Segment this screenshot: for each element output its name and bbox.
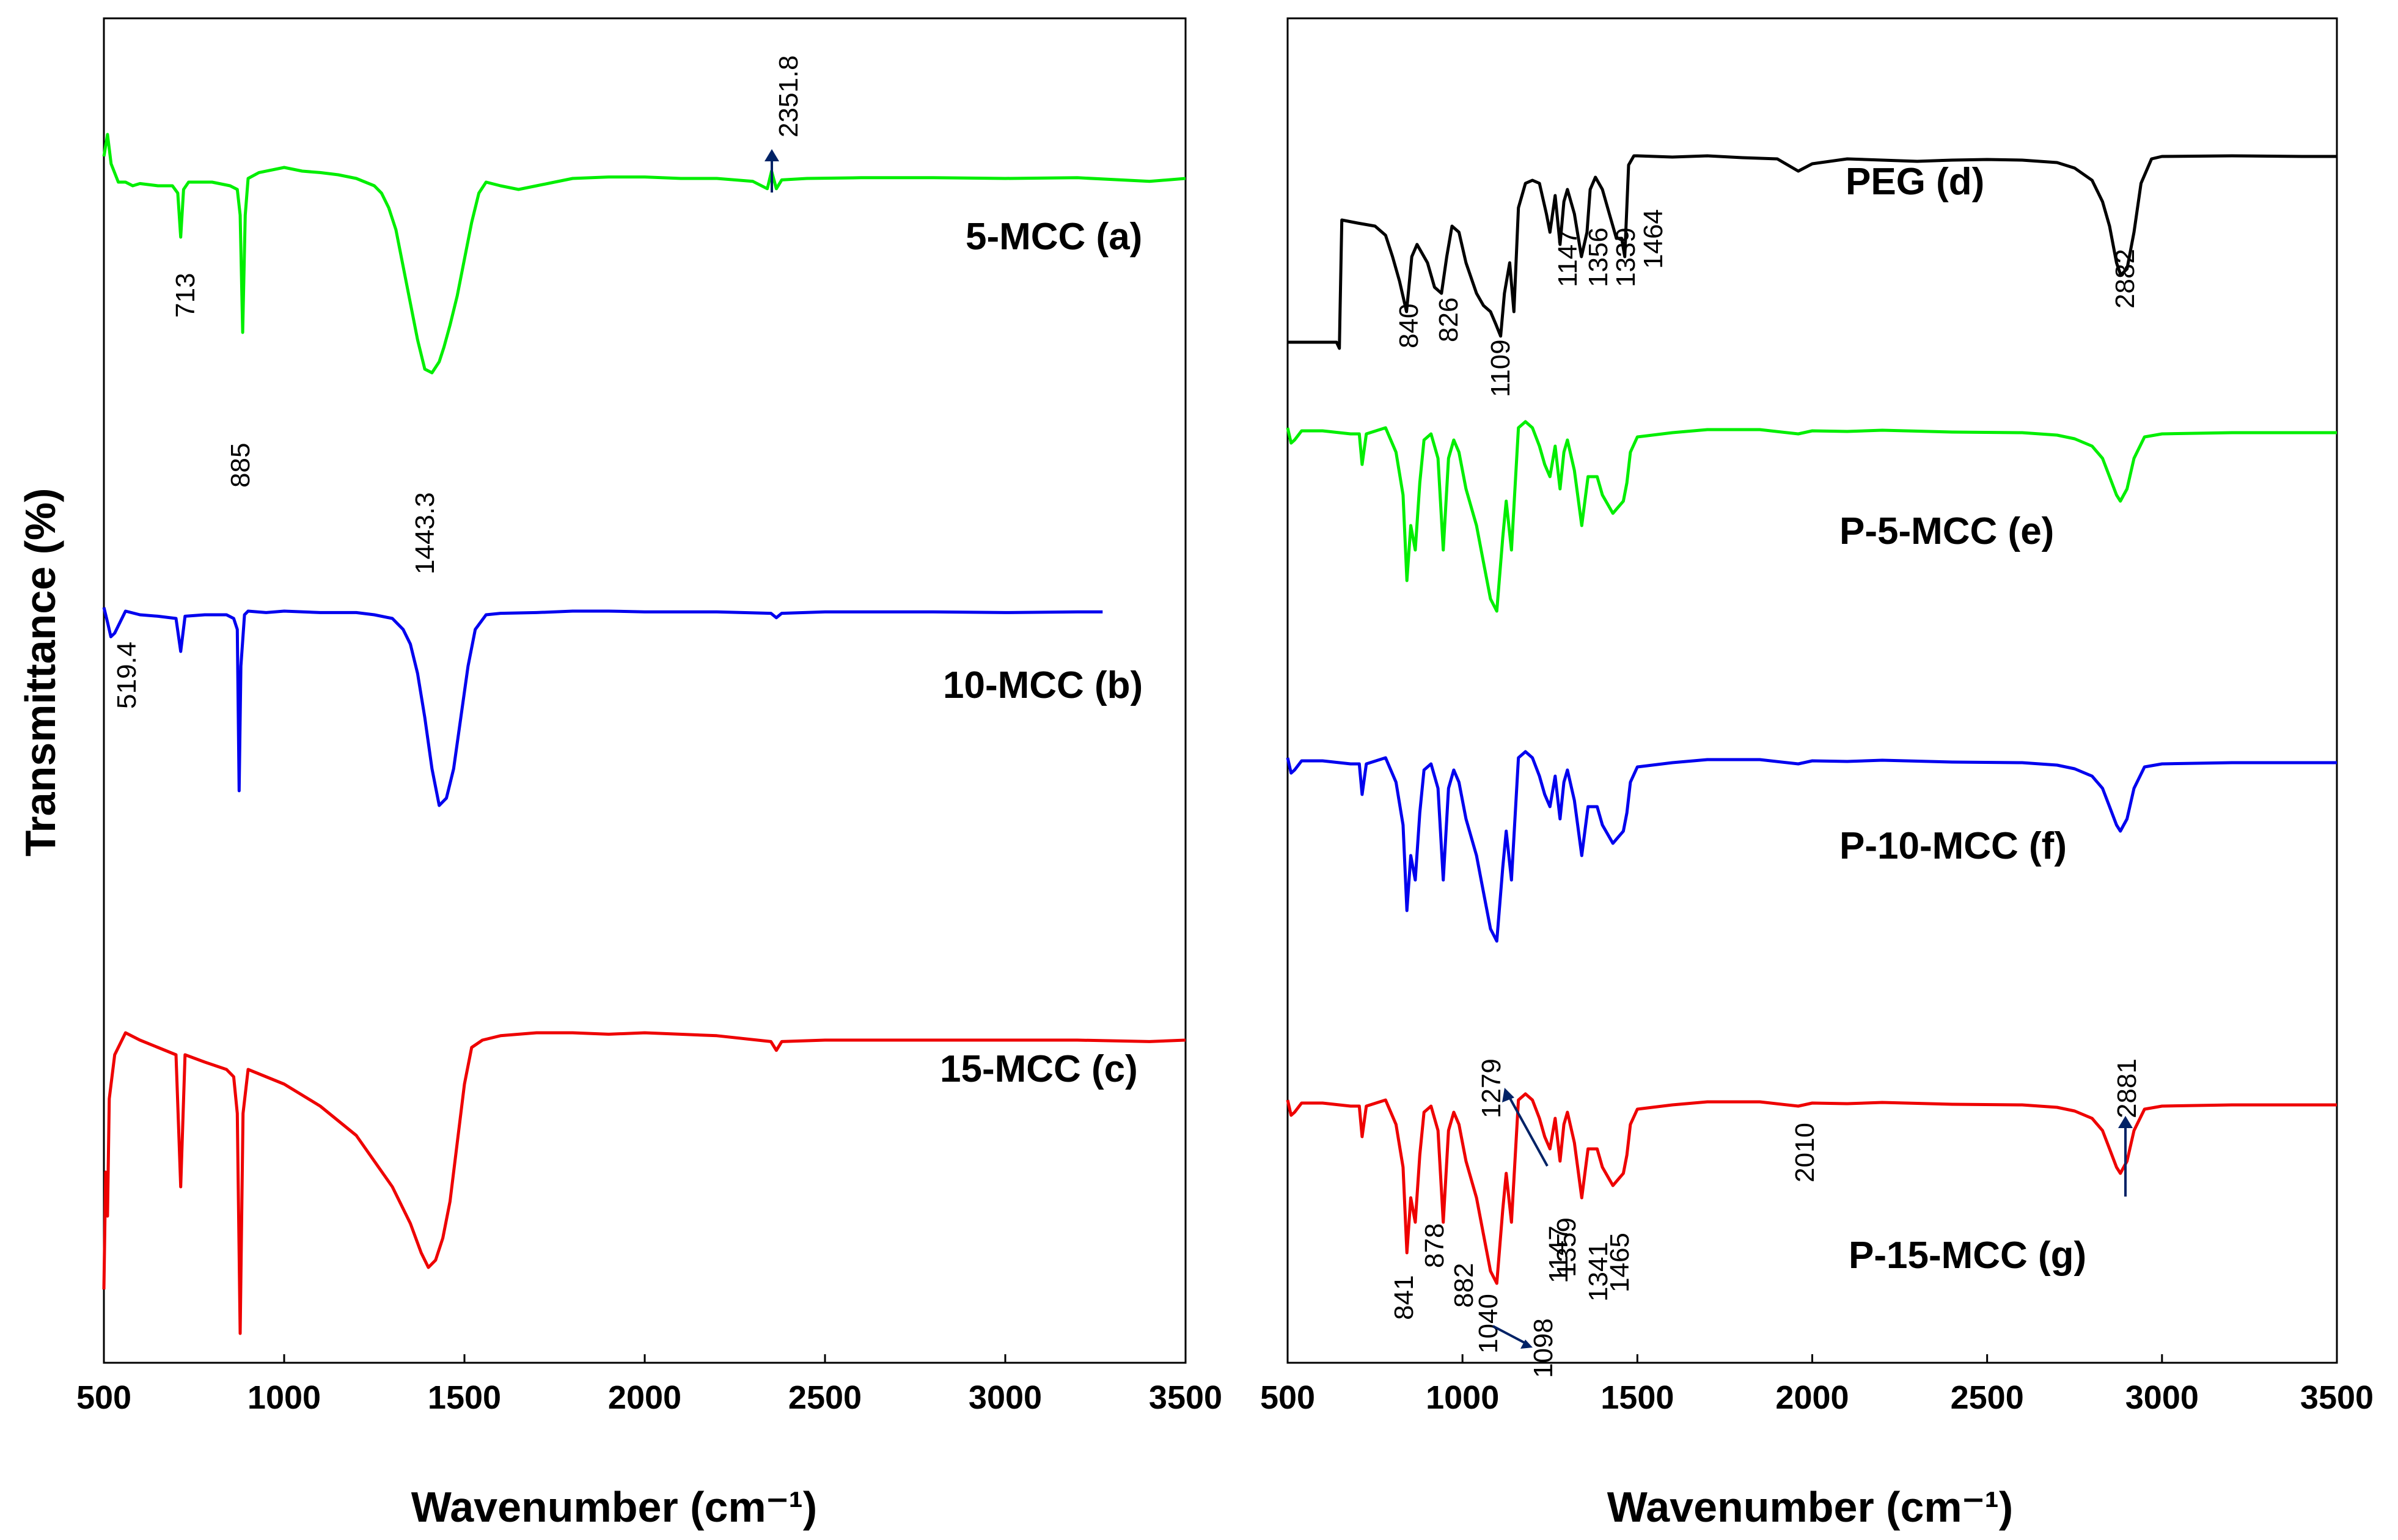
series-line-10-mcc-b <box>102 607 1103 807</box>
x-tick-label-1000: 1000 <box>248 1379 321 1416</box>
peak-label-2351-8: 2351.8 <box>774 55 804 138</box>
peak-label-1341: 1341 <box>1583 1242 1613 1302</box>
series-label-p-10-mcc: P-10-MCC (f) <box>1839 825 2067 867</box>
left-y-axis-title: Transmittance (%) <box>16 488 64 857</box>
arrow-2351-8-head <box>765 149 779 161</box>
peak-label-882: 882 <box>1449 1263 1479 1308</box>
x-tick-label-2500: 2500 <box>1951 1379 2024 1416</box>
peak-label-826: 826 <box>1434 298 1464 342</box>
peak-label-1279: 1279 <box>1476 1058 1506 1118</box>
peak-label-1098: 1098 <box>1528 1318 1558 1378</box>
series-label-15-mcc: 15-MCC (c) <box>940 1048 1138 1090</box>
left-x-axis-title: Wavenumber (cm⁻¹) <box>411 1483 817 1531</box>
peak-label-1443-3: 1443.3 <box>410 492 440 574</box>
peak-label-1356: 1356 <box>1583 227 1613 287</box>
left-series-group <box>102 133 1186 1335</box>
peak-label-1040: 1040 <box>1473 1294 1503 1354</box>
x-tick-label-2000: 2000 <box>608 1379 681 1416</box>
peak-label-1359: 1359 <box>1552 1217 1582 1277</box>
series-line-p-10-mcc-f <box>1286 750 2337 943</box>
series-line-p-15-mcc-g <box>1286 1092 2337 1285</box>
peak-label-713: 713 <box>170 273 200 318</box>
x-tick-label-1000: 1000 <box>1426 1379 1499 1416</box>
peak-label-1465: 1465 <box>1605 1233 1635 1292</box>
arrow-1098-shaft <box>1492 1325 1528 1346</box>
peak-label-878: 878 <box>1420 1223 1450 1268</box>
x-tick-label-1500: 1500 <box>428 1379 501 1416</box>
series-label-10-mcc: 10-MCC (b) <box>943 664 1143 706</box>
left-x-ticks: 500 1000 1500 2000 2500 3000 3500 <box>76 1354 1222 1416</box>
x-tick-label-500: 500 <box>76 1379 131 1416</box>
series-line-5-mcc-a <box>102 133 1186 375</box>
arrow-1279-head <box>1502 1088 1514 1102</box>
peak-label-519-4: 519.4 <box>112 642 142 709</box>
peak-label-885: 885 <box>226 443 255 488</box>
arrow-2881-head <box>2118 1116 2133 1128</box>
peak-label-1147-p15: 1147 <box>1544 1225 1574 1283</box>
series-line-peg-d <box>1288 154 2337 350</box>
x-tick-label-2500: 2500 <box>788 1379 862 1416</box>
x-tick-label-2000: 2000 <box>1775 1379 1849 1416</box>
peak-label-841: 841 <box>1389 1275 1419 1320</box>
peak-label-2881: 2881 <box>2112 1058 2142 1118</box>
x-tick-label-500: 500 <box>1260 1379 1315 1416</box>
series-label-peg: PEG (d) <box>1846 161 1984 203</box>
x-tick-label-3500: 3500 <box>2300 1379 2374 1416</box>
series-label-p-15-mcc: P-15-MCC (g) <box>1849 1234 2086 1277</box>
series-label-5-mcc: 5-MCC (a) <box>966 216 1142 258</box>
peak-label-1109: 1109 <box>1486 339 1516 397</box>
right-x-ticks: 500 1000 1500 2000 2500 3000 3500 <box>1260 1354 2374 1416</box>
peak-label-2010: 2010 <box>1790 1123 1820 1182</box>
x-tick-label-3500: 3500 <box>1149 1379 1222 1416</box>
arrow-1098-head <box>1520 1340 1533 1349</box>
peak-label-1464: 1464 <box>1638 209 1668 269</box>
peak-label-1339: 1339 <box>1611 227 1641 287</box>
peak-label-2882: 2882 <box>2110 249 2140 309</box>
x-tick-label-1500: 1500 <box>1601 1379 1674 1416</box>
right-series-group <box>1286 154 2337 1285</box>
peak-label-840: 840 <box>1394 304 1424 348</box>
series-line-15-mcc-c <box>102 1031 1186 1335</box>
series-label-p-5-mcc: P-5-MCC (e) <box>1839 510 2054 552</box>
series-line-p-5-mcc-e <box>1286 420 2337 613</box>
right-x-axis-title: Wavenumber (cm⁻¹) <box>1607 1483 2013 1531</box>
peak-label-1147-peg: 1147 <box>1553 229 1583 287</box>
x-tick-label-3000: 3000 <box>969 1379 1042 1416</box>
x-tick-label-3000: 3000 <box>2125 1379 2199 1416</box>
arrow-1279-shaft <box>1507 1094 1549 1167</box>
